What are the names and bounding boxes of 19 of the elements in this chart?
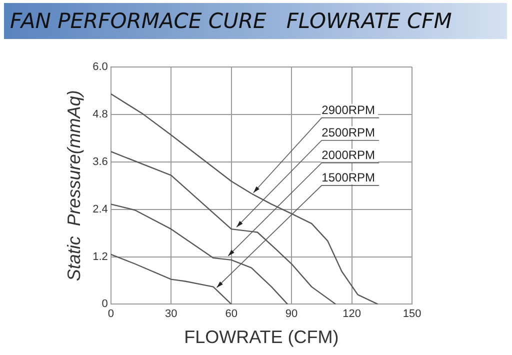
text: 2000RPM <box>322 148 376 162</box>
y-tick-label: 2.4 <box>92 203 108 216</box>
x-tick-label: 150 <box>402 308 422 320</box>
y-tick-label: 0 <box>102 298 108 310</box>
y-tick-label: 6.0 <box>92 61 108 74</box>
y-tick-label: 1.2 <box>92 250 108 263</box>
x-tick-label: 30 <box>164 308 178 320</box>
y-axis-title: Static Pressure(mmAq) <box>64 90 84 282</box>
y-tick-label: 3.6 <box>92 156 108 168</box>
y-tick-label: 4.8 <box>92 108 108 120</box>
chart-title: FAN PERFORMACE CURE FLOWRATE CFM <box>10 9 452 33</box>
title-banner: FAN PERFORMACE CURE FLOWRATE CFM <box>4 3 507 39</box>
x-axis-title: FLOWRATE (CFM) <box>184 327 339 348</box>
x-tick-label: 60 <box>225 308 238 320</box>
text: 2500RPM <box>322 126 376 140</box>
x-tick-label: 90 <box>285 308 298 320</box>
text: 1500RPM <box>322 170 376 185</box>
text: 2900RPM <box>322 103 376 118</box>
x-tick-label: 120 <box>342 308 361 320</box>
